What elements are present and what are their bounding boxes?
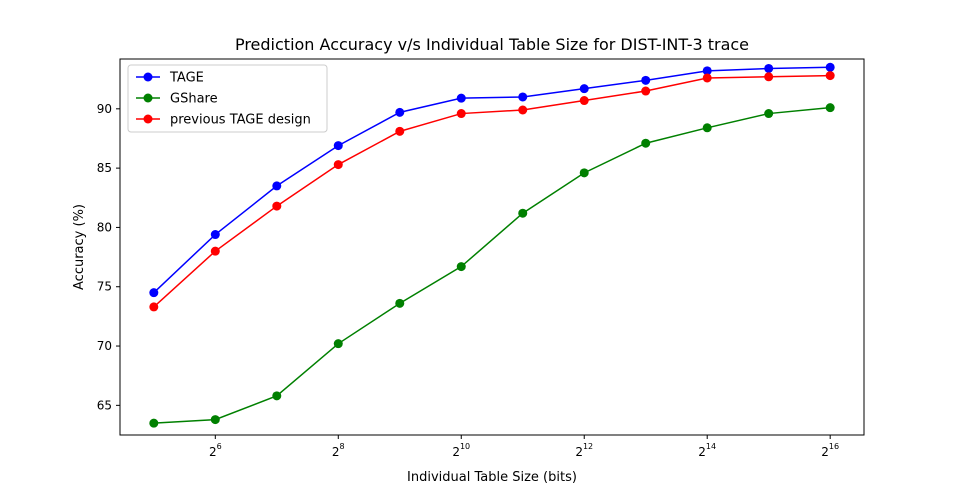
- data-point: [272, 391, 282, 401]
- x-tick-label: 28: [332, 442, 345, 459]
- y-tick-label: 80: [97, 220, 112, 234]
- series-tage: [149, 62, 835, 298]
- data-point: [702, 66, 712, 76]
- y-tick-label: 65: [97, 398, 112, 412]
- legend-label: previous TAGE design: [170, 113, 311, 128]
- series-line-previous-tage-design: [153, 74, 831, 308]
- data-point: [456, 262, 466, 272]
- data-point: [702, 123, 712, 133]
- data-point: [333, 141, 343, 151]
- data-point: [210, 415, 220, 425]
- legend-label: GShare: [170, 92, 218, 107]
- data-point: [579, 168, 589, 178]
- data-point: [395, 107, 405, 117]
- data-point: [641, 138, 651, 148]
- y-tick-label: 90: [97, 102, 112, 116]
- legend-swatch-marker: [143, 72, 153, 82]
- legend-box: [127, 64, 328, 133]
- series-line-tage: [153, 66, 831, 294]
- plot-area: 65 70 75 80 85 90 26 28 210 212 214 216: [97, 58, 865, 459]
- y-axis-title: Accuracy (%): [72, 204, 87, 290]
- data-point: [825, 62, 835, 72]
- data-point: [149, 288, 159, 298]
- data-point: [456, 93, 466, 103]
- data-point: [456, 109, 466, 119]
- data-point: [764, 63, 774, 73]
- data-point: [518, 208, 528, 218]
- data-point: [333, 160, 343, 170]
- data-point: [702, 73, 712, 83]
- data-point: [149, 418, 159, 428]
- plot-frame: [119, 58, 865, 436]
- legend-item: previous TAGE design: [136, 113, 311, 128]
- data-point: [579, 84, 589, 94]
- series-line-gshare: [153, 106, 831, 424]
- x-tick-label: 212: [575, 442, 593, 459]
- series-gshare: [149, 103, 835, 428]
- legend-swatch-marker: [143, 114, 153, 124]
- legend-label: TAGE: [169, 71, 204, 86]
- x-tick-label: 216: [821, 442, 839, 459]
- data-point: [825, 103, 835, 113]
- y-tick-label: 70: [97, 339, 112, 353]
- data-point: [395, 126, 405, 136]
- data-point: [825, 71, 835, 81]
- data-point: [518, 92, 528, 102]
- chart-title: Prediction Accuracy v/s Individual Table…: [235, 35, 749, 54]
- y-tick-label: 75: [97, 280, 112, 294]
- data-point: [518, 105, 528, 115]
- data-point: [333, 339, 343, 349]
- legend-item: TAGE: [136, 71, 204, 86]
- x-tick-label: 26: [209, 442, 222, 459]
- data-point: [210, 246, 220, 256]
- legend-swatch-marker: [143, 93, 153, 103]
- data-point: [272, 181, 282, 191]
- data-point: [641, 86, 651, 96]
- series-previous-tage-design: [149, 71, 835, 312]
- data-point: [764, 72, 774, 82]
- data-point: [272, 201, 282, 211]
- data-point: [641, 75, 651, 85]
- y-tick-label: 85: [97, 161, 112, 175]
- data-point: [764, 109, 774, 119]
- x-tick-label: 210: [452, 442, 470, 459]
- legend-item: GShare: [136, 92, 218, 107]
- data-point: [210, 230, 220, 240]
- data-point: [579, 96, 589, 106]
- data-point: [395, 298, 405, 308]
- legend: TAGE GShare previous TAGE design: [127, 64, 328, 133]
- data-point: [149, 302, 159, 312]
- x-tick-label: 214: [698, 442, 716, 459]
- x-axis-title: Individual Table Size (bits): [407, 470, 577, 485]
